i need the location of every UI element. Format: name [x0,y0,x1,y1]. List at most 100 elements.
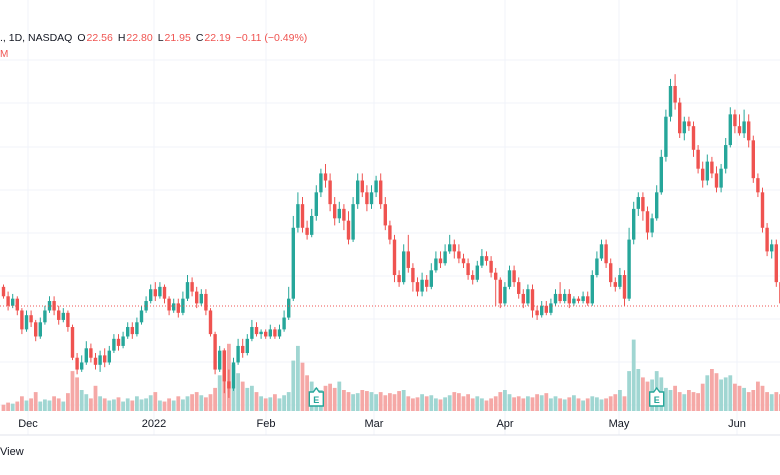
candle-body [300,204,305,228]
candle-body [678,102,682,134]
volume-bar [24,400,29,411]
change-value: −0.11 (−0.49%) [235,32,308,44]
candle-body [434,258,438,271]
candle-body [236,345,240,363]
volume-bar [645,381,650,411]
volume-bar [728,375,733,411]
candle-body [484,256,489,261]
candle-body [535,310,539,316]
volume-bar [33,392,38,411]
candle-body [471,275,475,280]
volume-bar [130,400,135,411]
candle-body [632,208,636,240]
volume-bar [733,383,737,411]
candle-body [167,298,171,311]
volume-bar [774,392,779,411]
volume-bar [756,381,760,411]
candle-body [664,116,668,157]
volume-bar [751,390,756,411]
volume-bar [254,392,259,411]
volume-bar [622,396,627,411]
volume-bar [719,379,723,411]
candle-body [521,293,525,304]
candle-body [572,298,576,304]
volume-bar [139,399,144,411]
candle-body [181,298,185,313]
candle-body [563,293,567,302]
candle-body [668,85,673,117]
volume-bar [153,392,158,411]
volume-bar [668,390,673,411]
volume-bar [89,398,93,411]
volume-bar [10,403,15,411]
volume-bar [346,392,351,411]
candle-body [61,312,65,320]
candle-body [319,173,323,193]
candle-body [34,322,38,337]
candle-body [103,355,107,363]
candle-body [84,348,88,363]
volume-bar [305,375,309,411]
candle-body [6,296,10,306]
earnings-marker-label: E [313,395,319,405]
volume-bar [480,398,484,411]
candle-body [710,161,714,174]
candle-body [517,282,521,294]
low-value: 21.95 [164,32,191,44]
candle-body [314,192,318,216]
volume-bar [457,393,461,411]
candle-body [655,192,659,219]
candle-body [310,215,314,235]
volume-bar [148,395,153,411]
candle-body [613,282,617,287]
volume-bar [38,401,43,411]
volume-bar [185,396,190,411]
volume-bar [70,371,75,411]
candle-body [66,312,70,328]
volume-bar [328,383,332,411]
candle-body [93,357,98,365]
volume-bar [687,390,691,411]
volume-bar [208,394,213,411]
volume-bar [604,398,608,411]
volume-bar [700,383,705,411]
candle-body [356,180,360,205]
volume-bar [112,399,116,411]
candle-body [365,192,369,205]
volume-bar [530,397,535,411]
volume-bar [608,396,613,411]
volume-bar [217,375,222,411]
candle-body [576,298,581,302]
candle-body [351,204,355,240]
candle-body [737,126,742,134]
candle-body [342,208,346,221]
candle-body [144,301,148,311]
candle-body [98,355,102,365]
volume-bar [162,401,167,411]
volume-bar [296,345,300,411]
candle-body [411,267,415,283]
volume-bar [259,396,263,411]
candle-body [130,327,134,335]
volume-bar [420,394,424,411]
candle-body [461,258,466,264]
candle-body [38,322,42,337]
high-label: H [117,32,126,44]
volume-bar [171,400,176,411]
candle-body [222,350,226,382]
candle-body [475,265,479,280]
candle-body [512,270,516,283]
candle-body [80,362,84,370]
volume-bar [369,392,374,411]
footer-view-text[interactable]: View [0,446,24,458]
earnings-marker: E [649,386,665,407]
volume-bar [526,396,530,411]
candle-body [742,121,746,134]
x-tick-label: Dec [18,418,38,430]
candle-body [604,244,608,264]
candle-body [231,362,236,389]
volume-bar [61,401,66,411]
candle-body [172,303,176,311]
